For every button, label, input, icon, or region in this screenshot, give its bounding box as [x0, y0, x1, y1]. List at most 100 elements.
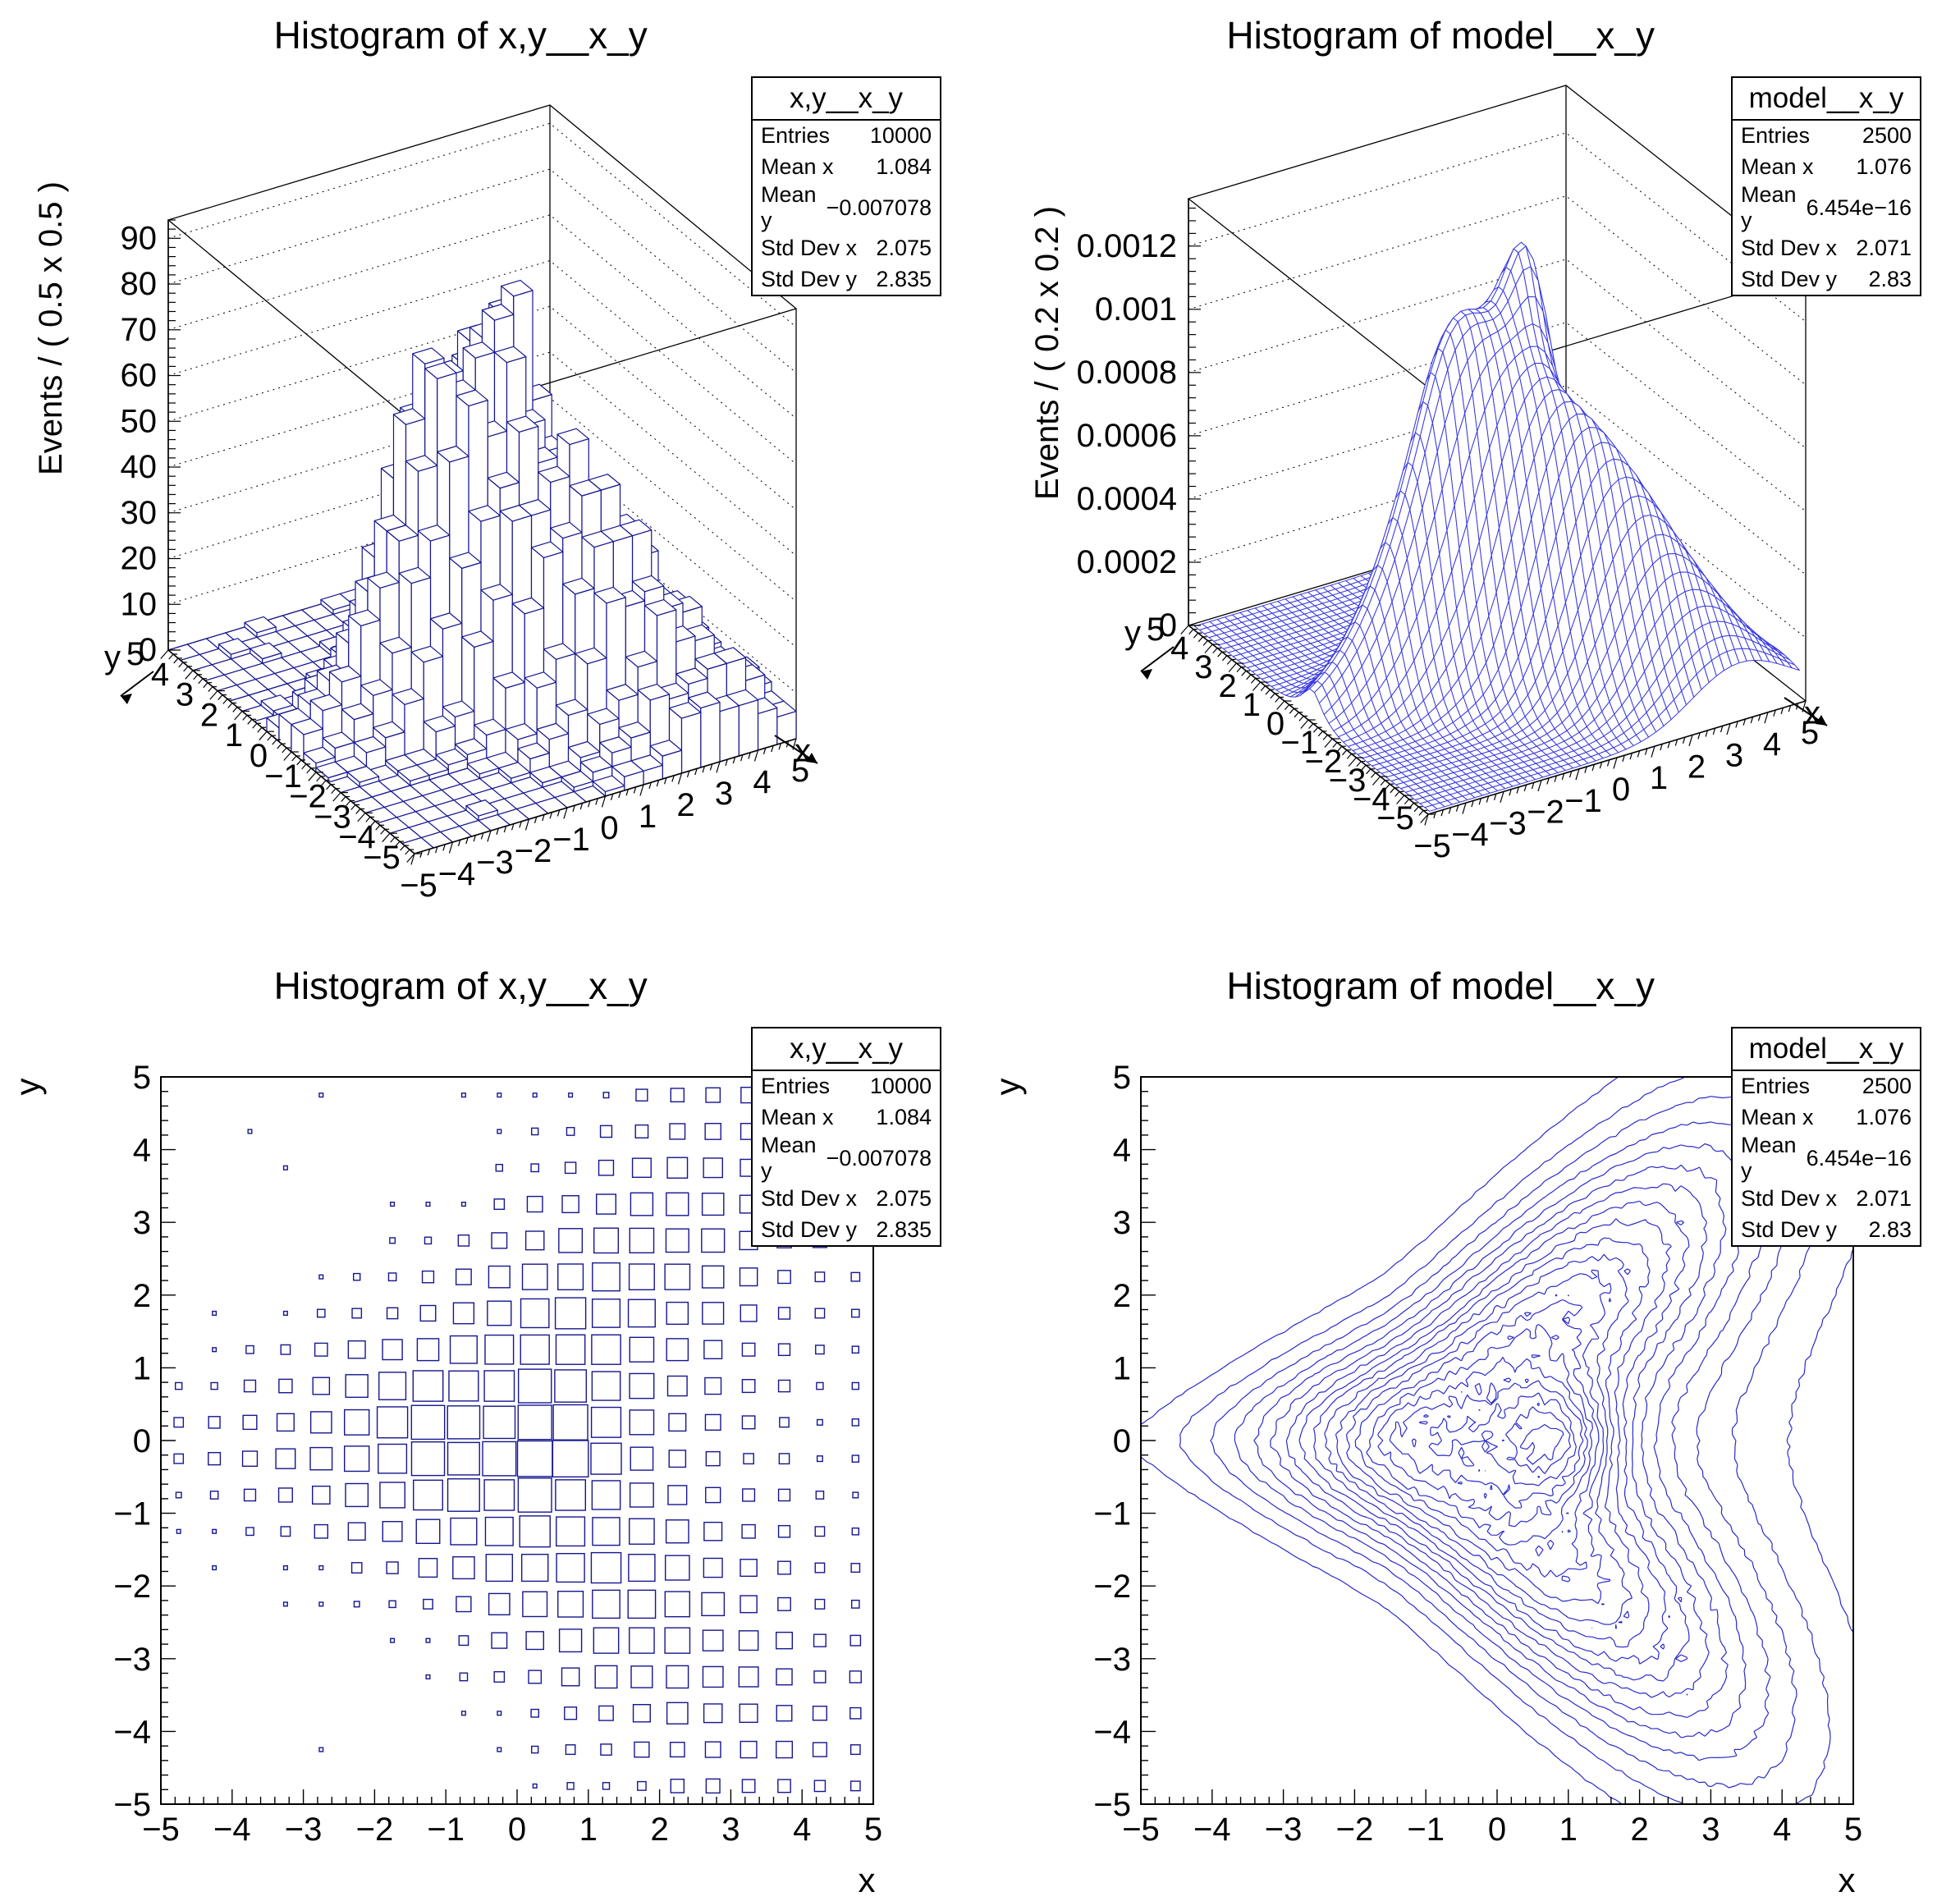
svg-text:5: 5 [1147, 612, 1165, 648]
stats-box-surface[interactable]: model__x_y Entries 2500 Mean x 1.076 Mean … [1731, 76, 1921, 296]
svg-text:0: 0 [600, 810, 618, 846]
svg-text:90: 90 [121, 220, 158, 256]
stats-row: Std Dev x 2.071 [1741, 1186, 1912, 1212]
x-axis-title: x [1839, 1861, 1856, 1899]
svg-text:−2: −2 [1305, 744, 1343, 780]
lego-3d-plot: −5 −4 −3 −2 −1 0 1 2 3 4 5−5−4−3−2−101234501020304… [33, 104, 818, 904]
svg-text:1: 1 [1113, 1350, 1131, 1386]
svg-text:−2: −2 [113, 1569, 151, 1605]
svg-text:1: 1 [579, 1812, 598, 1848]
svg-text:5: 5 [864, 1812, 882, 1848]
svg-text:1: 1 [1650, 760, 1668, 796]
svg-text:5: 5 [1113, 1060, 1131, 1096]
svg-text:5: 5 [791, 753, 809, 789]
stats-row: Entries 10000 [761, 1074, 932, 1099]
svg-text:5: 5 [1801, 715, 1819, 751]
x-axis-title: x [1804, 695, 1820, 731]
stats-row: Std Dev y 2.835 [761, 266, 932, 291]
svg-text:0: 0 [1113, 1423, 1131, 1459]
svg-text:1: 1 [639, 799, 657, 835]
stats-title: model__x_y [1733, 78, 1920, 121]
stats-box-lego[interactable]: x,y__x_y Entries 10000 Mean x 1.084 Mean y… [751, 76, 941, 296]
svg-text:4: 4 [151, 657, 169, 693]
svg-text:−2: −2 [1336, 1812, 1374, 1848]
svg-text:1: 1 [133, 1350, 151, 1386]
stats-row: Entries 2500 [1741, 123, 1912, 149]
svg-text:60: 60 [121, 358, 158, 394]
svg-text:−5: −5 [400, 868, 437, 904]
frame-2d: −5 −4 −3 −2 −1 0 1 2 3 4 5 5 4 3 2 1 0 −1 −2 −3 −4 −5 x y [8, 1060, 882, 1899]
svg-text:−3: −3 [1329, 763, 1367, 799]
svg-text:−4: −4 [1451, 817, 1489, 853]
pad-title-contour: Histogram of model__x_y [1226, 964, 1655, 1007]
svg-text:−1: −1 [264, 758, 302, 795]
svg-text:2: 2 [200, 697, 218, 733]
stats-row: Mean x 1.084 [761, 1104, 932, 1129]
svg-text:−2: −2 [1093, 1569, 1131, 1605]
svg-text:0.0002: 0.0002 [1077, 544, 1177, 580]
stats-box-box[interactable]: x,y__x_y Entries 10000 Mean x 1.084 Mean y… [751, 1027, 941, 1247]
stats-box-contour[interactable]: model__x_y Entries 2500 Mean x 1.076 Mean … [1731, 1027, 1921, 1247]
svg-text:0: 0 [508, 1812, 526, 1848]
pad-surface: −5 −4 −3 −2 −1 0 1 2 3 4 5 −5 −4 −3 −2 −1 0 1 2 3 4 5 0 0.0002 0… [980, 0, 1960, 950]
stats-row: Entries 2500 [1741, 1074, 1912, 1099]
z-axis-title: Events / ( 0.2 x 0.2 ) [1029, 206, 1065, 500]
svg-text:0.0004: 0.0004 [1077, 481, 1177, 517]
svg-text:−2: −2 [515, 833, 552, 869]
svg-text:0: 0 [1612, 772, 1630, 808]
stats-row: Mean y −0.007078 [761, 1133, 932, 1183]
stats-row: Std Dev x 2.071 [1741, 236, 1912, 261]
stats-row: Mean y 6.454e−16 [1741, 1133, 1912, 1183]
y-axis-title: y [988, 1079, 1027, 1096]
svg-text:−4: −4 [1093, 1714, 1131, 1750]
svg-text:−1: −1 [552, 822, 590, 858]
stats-row: Std Dev y 2.83 [1741, 266, 1912, 291]
svg-text:−3: −3 [476, 845, 514, 881]
svg-text:−5: −5 [142, 1812, 180, 1848]
z-axis-title: Events / ( 0.5 x 0.5 ) [33, 181, 69, 475]
svg-text:−1: −1 [113, 1496, 151, 1532]
svg-text:5: 5 [126, 636, 144, 672]
svg-text:−1: −1 [1093, 1496, 1131, 1532]
stats-title: x,y__x_y [753, 1028, 940, 1071]
svg-text:2: 2 [1218, 668, 1236, 704]
svg-text:80: 80 [121, 266, 158, 302]
pad-lego: −5 −4 −3 −2 −1 0 1 2 3 4 5 −5 −4 −3 −2 −1 0 1 2 3 4 5 0 10 20 30 4… [0, 0, 980, 950]
svg-text:3: 3 [715, 776, 733, 812]
svg-text:40: 40 [121, 449, 158, 485]
svg-text:−5: −5 [363, 840, 401, 876]
stats-row: Entries 10000 [761, 123, 932, 149]
svg-text:−1: −1 [1564, 783, 1602, 819]
svg-text:2: 2 [676, 787, 694, 823]
svg-text:0: 0 [133, 1423, 151, 1459]
svg-text:4: 4 [1170, 630, 1188, 666]
svg-text:−3: −3 [1093, 1642, 1131, 1678]
stats-title: x,y__x_y [753, 78, 940, 121]
svg-text:1: 1 [1243, 687, 1261, 723]
svg-text:−3: −3 [285, 1812, 323, 1848]
stats-title: model__x_y [1733, 1028, 1920, 1071]
svg-text:−4: −4 [213, 1812, 251, 1848]
axes-3d: −5 −4 −3 −2 −1 0 1 2 3 4 5−5−4−3−2−101234501020304… [33, 181, 818, 904]
svg-text:3: 3 [1113, 1205, 1131, 1241]
stats-row: Std Dev x 2.075 [761, 1186, 932, 1212]
svg-text:3: 3 [1701, 1812, 1720, 1848]
lego-bars [167, 279, 797, 854]
svg-text:20: 20 [121, 541, 158, 577]
stats-row: Std Dev y 2.835 [761, 1216, 932, 1242]
pad-contour: −5 −4 −3 −2 −1 0 1 2 3 4 5 5 4 3 2 1 0 −1 −2 −3 −4 −5 x y Histo… [980, 950, 1960, 1901]
svg-text:0: 0 [250, 738, 268, 774]
y-axis-title: y [104, 639, 121, 676]
stats-row: Std Dev x 2.075 [761, 236, 932, 261]
stats-row: Mean x 1.076 [1741, 153, 1912, 179]
x-axis-title: x [859, 1861, 876, 1899]
contour-2d-plot: −5 −4 −3 −2 −1 0 1 2 3 4 5 5 4 3 2 1 0 −1 −2 −3 −4 −5 x y [988, 1060, 1862, 1899]
svg-text:−5: −5 [113, 1787, 151, 1823]
svg-text:5: 5 [133, 1060, 151, 1096]
svg-text:−3: −3 [113, 1642, 151, 1678]
svg-text:1: 1 [1559, 1812, 1578, 1848]
svg-text:−4: −4 [113, 1714, 151, 1750]
svg-text:−2: −2 [356, 1812, 394, 1848]
svg-text:−4: −4 [1193, 1812, 1231, 1848]
svg-text:−2: −2 [289, 779, 327, 815]
